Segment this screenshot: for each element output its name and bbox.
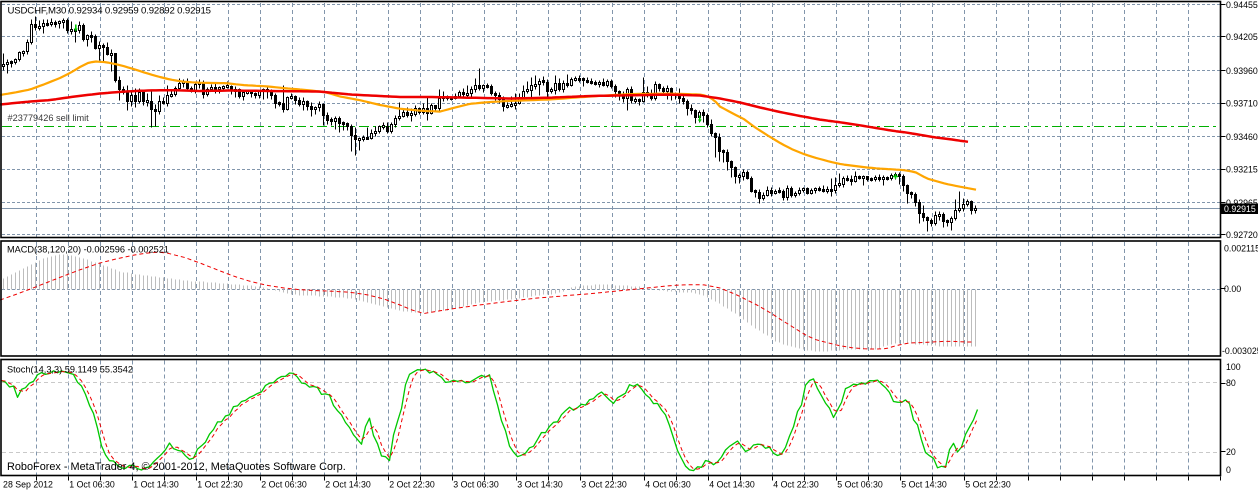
svg-text:0.92915: 0.92915: [1224, 204, 1256, 214]
svg-text:3 Oct 14:30: 3 Oct 14:30: [517, 480, 563, 490]
svg-text:USDCHF,M30 0.92934 0.92959 0.: USDCHF,M30 0.92934 0.92959 0.92892 0.929…: [8, 6, 211, 17]
svg-text:100: 100: [1226, 362, 1241, 372]
svg-text:2 Oct 22:30: 2 Oct 22:30: [389, 480, 435, 490]
svg-text:1 Oct 14:30: 1 Oct 14:30: [133, 480, 179, 490]
svg-text:5 Oct 06:30: 5 Oct 06:30: [837, 480, 883, 490]
svg-text:0.92720: 0.92720: [1226, 230, 1258, 240]
svg-text:0.93215: 0.93215: [1226, 164, 1258, 174]
svg-text:1 Oct 06:30: 1 Oct 06:30: [69, 480, 115, 490]
svg-text:0.002115: 0.002115: [1224, 244, 1258, 254]
svg-text:2 Oct 06:30: 2 Oct 06:30: [261, 480, 307, 490]
svg-text:4 Oct 06:30: 4 Oct 06:30: [645, 480, 691, 490]
svg-text:0.93460: 0.93460: [1226, 132, 1258, 142]
svg-text:0.93710: 0.93710: [1226, 98, 1258, 108]
svg-text:28 Sep 2012: 28 Sep 2012: [3, 480, 53, 490]
svg-text:0.92965: 0.92965: [1226, 198, 1258, 208]
svg-text:4 Oct 14:30: 4 Oct 14:30: [709, 480, 755, 490]
svg-text:0: 0: [1226, 465, 1231, 475]
svg-text:5 Oct 14:30: 5 Oct 14:30: [901, 480, 947, 490]
svg-text:MACD(38,120,20) -0.002596 -0.0: MACD(38,120,20) -0.002596 -0.002521: [7, 245, 169, 255]
svg-text:0.94455: 0.94455: [1226, 0, 1258, 10]
svg-text:Stoch(14,3,3) 59.1149 55.3542: Stoch(14,3,3) 59.1149 55.3542: [7, 365, 133, 375]
svg-text:0.00: 0.00: [1224, 284, 1241, 294]
svg-text:4 Oct 22:30: 4 Oct 22:30: [773, 480, 819, 490]
svg-text:#23779426 sell limit: #23779426 sell limit: [8, 113, 90, 123]
svg-text:2 Oct 14:30: 2 Oct 14:30: [325, 480, 371, 490]
svg-text:-0.003025: -0.003025: [1222, 346, 1258, 356]
svg-text:RoboForex - MetaTrader 4, © 20: RoboForex - MetaTrader 4, © 2001-2012, M…: [7, 461, 346, 473]
svg-text:0.93960: 0.93960: [1226, 66, 1258, 76]
svg-text:1 Oct 22:30: 1 Oct 22:30: [197, 480, 243, 490]
svg-text:3 Oct 22:30: 3 Oct 22:30: [581, 480, 627, 490]
svg-text:0.94205: 0.94205: [1226, 32, 1258, 42]
svg-text:20: 20: [1226, 447, 1236, 457]
svg-text:3 Oct 06:30: 3 Oct 06:30: [453, 480, 499, 490]
svg-text:5 Oct 22:30: 5 Oct 22:30: [965, 480, 1011, 490]
svg-text:80: 80: [1226, 378, 1236, 388]
